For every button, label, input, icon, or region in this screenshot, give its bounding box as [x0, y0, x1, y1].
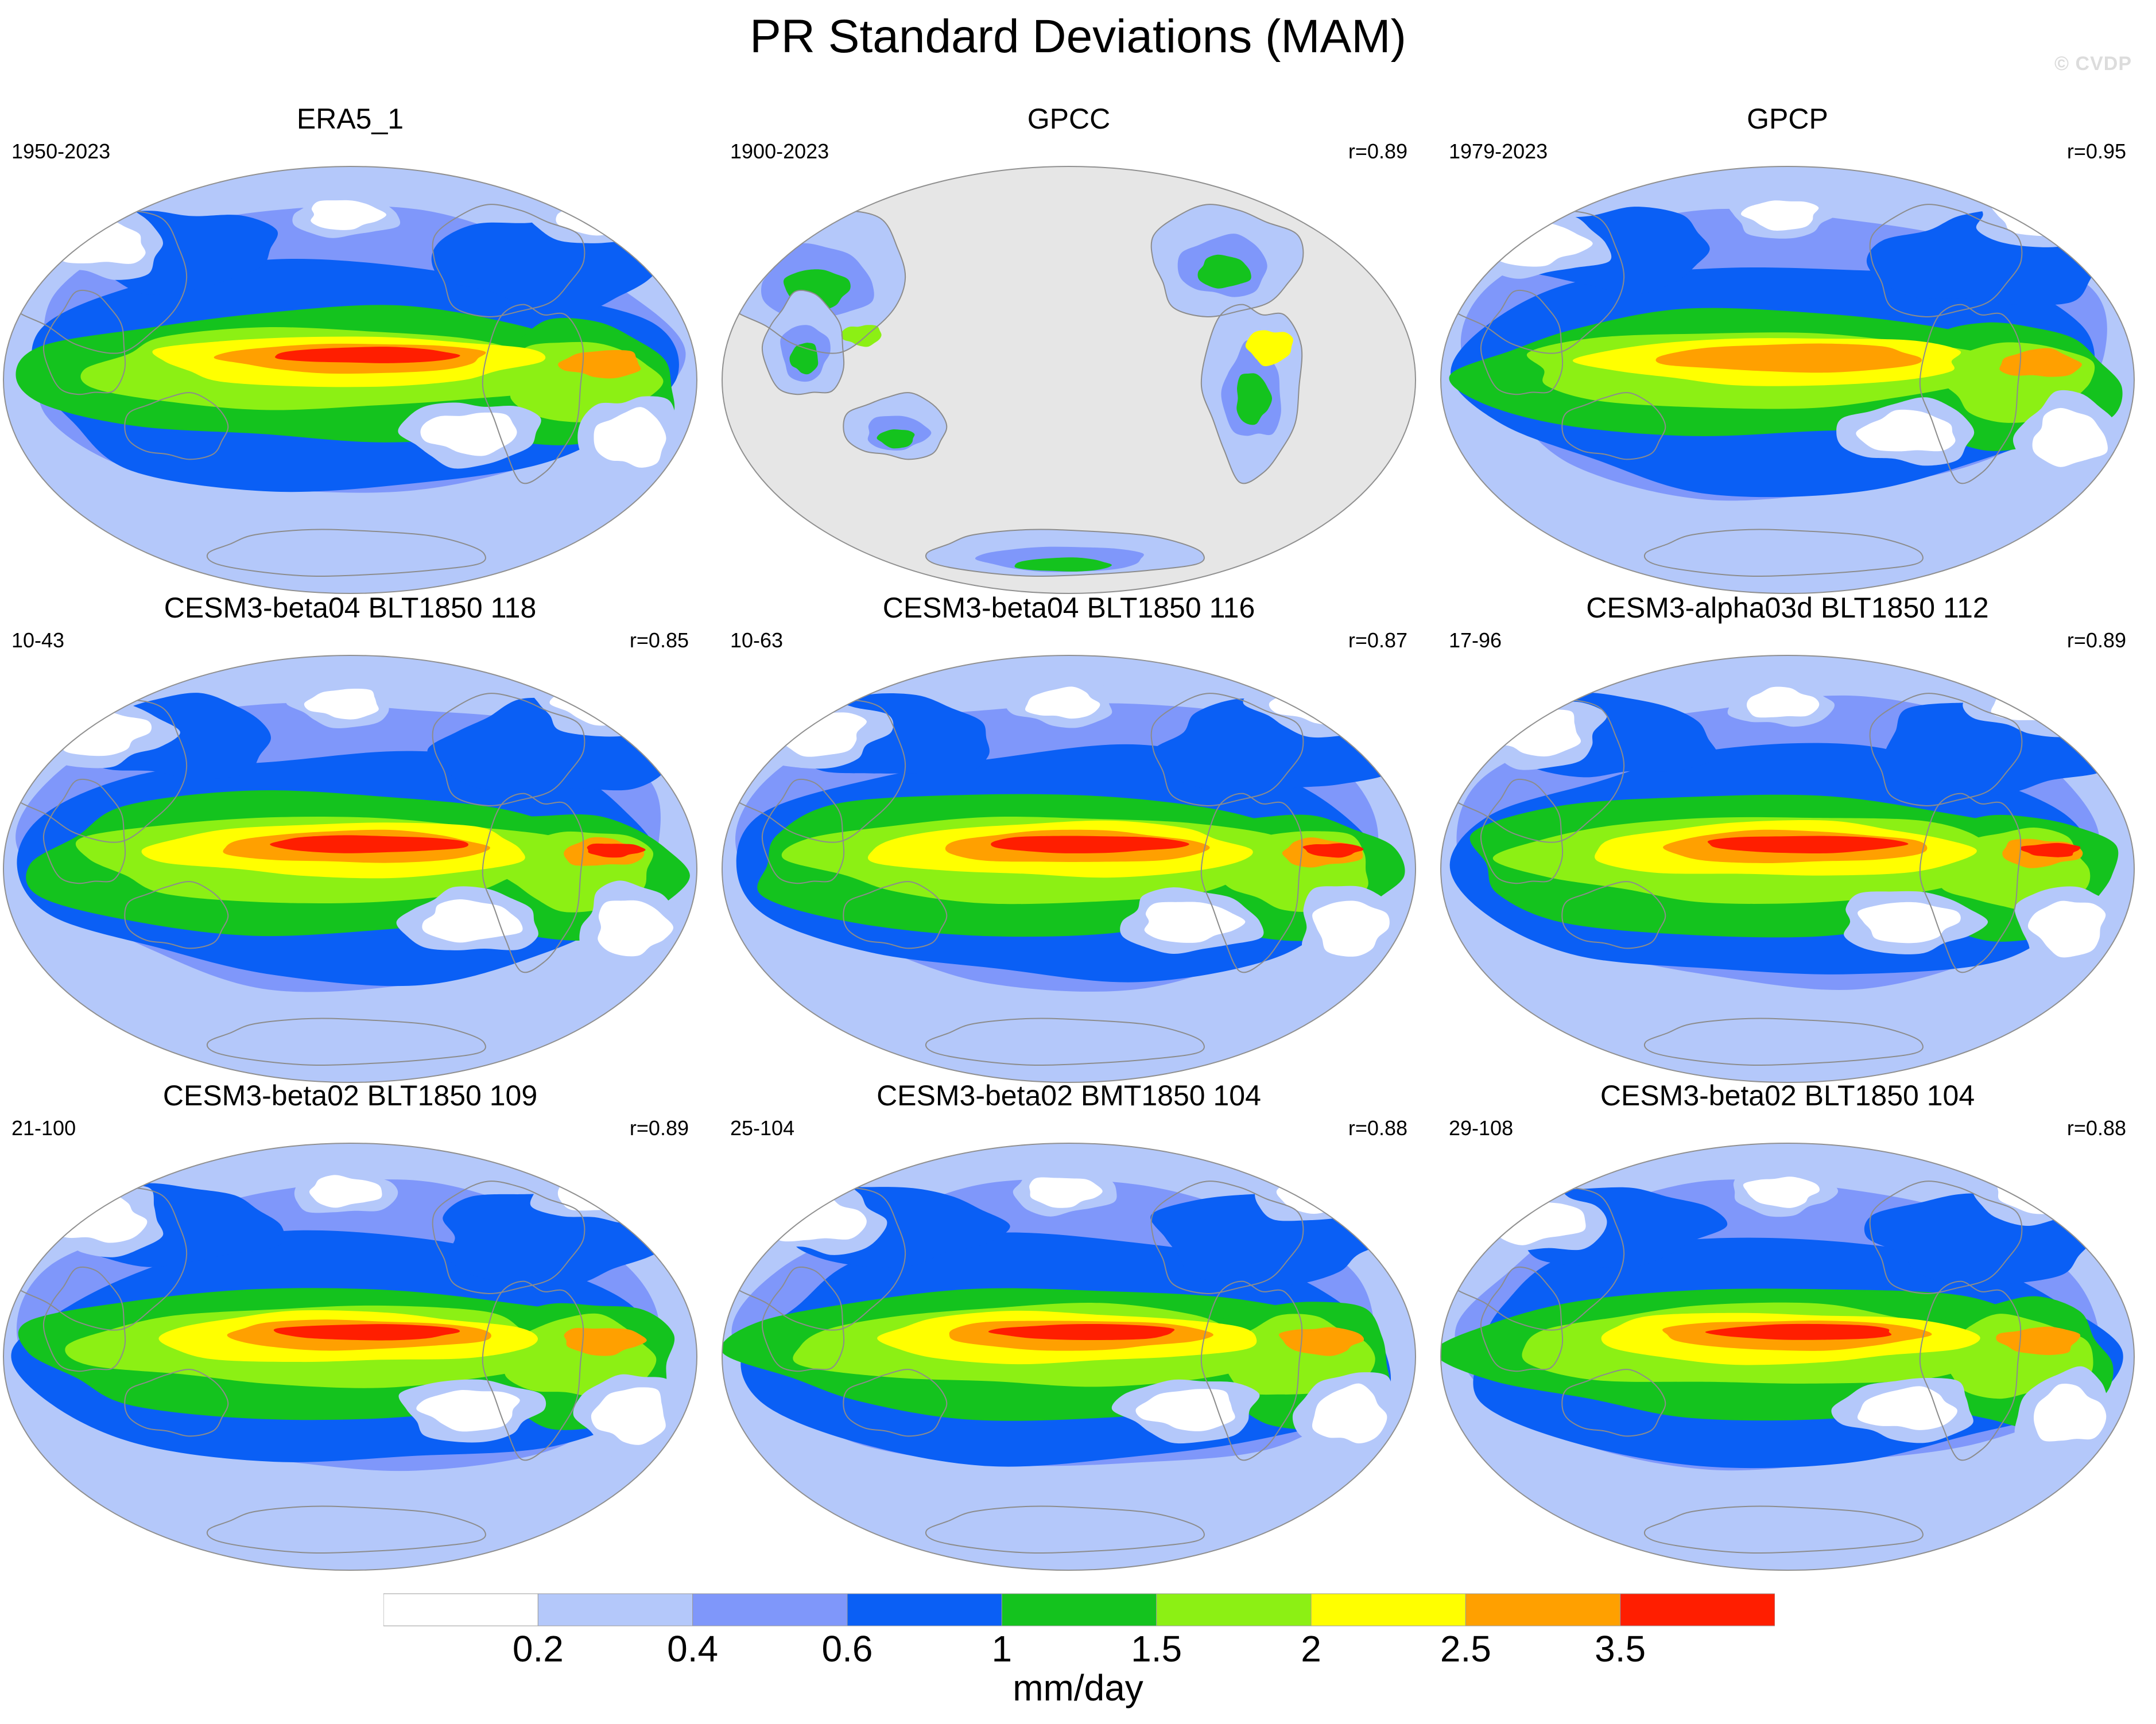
panel-period: 25-104: [730, 1116, 795, 1140]
precipitation-map: [3, 655, 697, 1083]
panel-title: CESM3-beta02 BLT1850 109: [162, 1080, 538, 1112]
panel-correlation: r=0.88: [2066, 1116, 2126, 1140]
colorbar: [383, 1593, 1775, 1626]
panel-title: ERA5_1: [296, 103, 404, 135]
panel-period: 1900-2023: [730, 139, 829, 163]
colorbar-swatch: [1310, 1593, 1466, 1626]
colorbar-swatch: [1156, 1593, 1312, 1626]
panel-period: 10-43: [11, 628, 65, 652]
precipitation-map: [1440, 655, 2135, 1083]
colorbar-swatch: [1465, 1593, 1621, 1626]
panel-correlation: r=0.89: [629, 1116, 689, 1140]
panel-title: CESM3-beta04 BLT1850 116: [882, 592, 1255, 624]
panel-period: 1979-2023: [1449, 139, 1548, 163]
panel-period: 1950-2023: [11, 139, 111, 163]
map-panel: CESM3-alpha03d BLT1850 112 17-96 r=0.89: [1437, 590, 2138, 1083]
map-panel: CESM3-beta04 BLT1850 118 10-43 r=0.85: [0, 590, 700, 1083]
map-panel: CESM3-beta02 BMT1850 104 25-104 r=0.88: [719, 1078, 1419, 1571]
panel-correlation: r=0.89: [1348, 139, 1407, 163]
precipitation-map: [1440, 166, 2135, 594]
panel-period: 29-108: [1449, 1116, 1514, 1140]
panel-period: 17-96: [1449, 628, 1502, 652]
colorbar-tick-label: 1: [991, 1628, 1013, 1669]
colorbar-swatch: [1620, 1593, 1775, 1626]
panel-correlation: r=0.85: [629, 628, 689, 652]
colorbar-swatch: [537, 1593, 693, 1626]
colorbar-swatch: [692, 1593, 848, 1626]
colorbar-swatch: [383, 1593, 538, 1626]
map-panel: GPCC 1900-2023 r=0.89: [719, 101, 1419, 594]
precipitation-map: [3, 1143, 697, 1571]
colorbar-tick-label: 3.5: [1595, 1628, 1646, 1669]
panel-correlation: r=0.88: [1348, 1116, 1407, 1140]
panel-title: GPCP: [1747, 103, 1828, 135]
colorbar-tick-label: 1.5: [1131, 1628, 1182, 1669]
panel-correlation: r=0.87: [1348, 628, 1407, 652]
precipitation-map: [722, 166, 1416, 594]
map-panel: CESM3-beta02 BLT1850 109 21-100 r=0.89: [0, 1078, 700, 1571]
map-panel: CESM3-beta04 BLT1850 116 10-63 r=0.87: [719, 590, 1419, 1083]
colorbar-tick-label: 2: [1301, 1628, 1321, 1669]
panel-period: 21-100: [11, 1116, 76, 1140]
panel-correlation: r=0.95: [2066, 139, 2126, 163]
panel-title: CESM3-alpha03d BLT1850 112: [1586, 592, 1989, 624]
figure-title: PR Standard Deviations (MAM): [750, 10, 1406, 63]
panel-period: 10-63: [730, 628, 784, 652]
map-panel: CESM3-beta02 BLT1850 104 29-108 r=0.88: [1437, 1078, 2138, 1571]
colorbar-tick-label: 2.5: [1440, 1628, 1491, 1669]
colorbar-tick-label: 0.6: [821, 1628, 873, 1669]
map-panel: GPCP 1979-2023 r=0.95: [1437, 101, 2138, 594]
panel-correlation: r=0.89: [2066, 628, 2126, 652]
precipitation-map: [722, 1143, 1416, 1571]
colorbar-tick-label: 0.4: [667, 1628, 719, 1669]
precipitation-map: [3, 166, 697, 594]
cvdp-watermark: © CVDP: [2054, 53, 2132, 75]
colorbar-swatch: [1001, 1593, 1157, 1626]
colorbar-tick-label: 0.2: [512, 1628, 564, 1669]
precipitation-map: [722, 655, 1416, 1083]
panel-title: CESM3-beta02 BLT1850 104: [1600, 1080, 1975, 1112]
panel-title: CESM3-beta04 BLT1850 118: [164, 592, 537, 624]
panel-title: CESM3-beta02 BMT1850 104: [877, 1080, 1261, 1112]
panel-title: GPCC: [1027, 103, 1111, 135]
colorbar-swatch: [847, 1593, 1002, 1626]
colorbar-units: mm/day: [1013, 1667, 1143, 1709]
map-panel: ERA5_1 1950-2023: [0, 101, 700, 594]
precipitation-map: [1440, 1143, 2135, 1571]
